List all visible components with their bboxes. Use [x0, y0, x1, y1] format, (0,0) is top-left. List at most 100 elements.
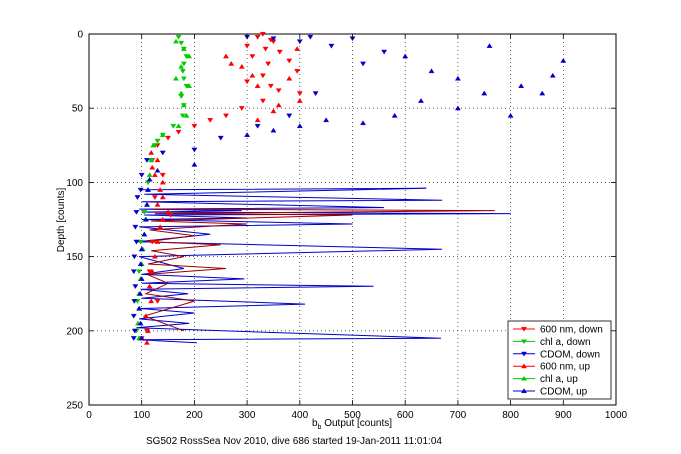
legend-label: chl a, down — [540, 337, 591, 348]
data-point — [560, 57, 567, 63]
data-point — [132, 224, 139, 230]
data-points — [130, 31, 567, 345]
data-point — [381, 49, 388, 55]
data-point — [138, 246, 145, 252]
data-point — [133, 210, 140, 215]
y-tick-label: 250 — [66, 401, 83, 412]
profile-line — [142, 208, 495, 332]
data-point — [270, 36, 277, 42]
data-point — [157, 224, 164, 229]
data-point — [223, 113, 229, 119]
y-tick-label: 150 — [66, 252, 83, 263]
data-point — [154, 167, 161, 173]
legend-marker — [521, 351, 527, 357]
legend-marker — [521, 339, 527, 345]
data-point — [154, 239, 161, 244]
data-point — [270, 127, 277, 133]
data-point — [179, 69, 186, 74]
x-tick-label: 700 — [450, 410, 467, 421]
x-tick-label: 200 — [186, 410, 203, 421]
data-point — [286, 113, 293, 119]
data-point — [294, 69, 301, 74]
data-point — [159, 194, 166, 200]
data-point — [134, 195, 141, 200]
data-point — [144, 339, 150, 345]
series-cdom-up — [136, 43, 567, 341]
data-point — [360, 61, 367, 67]
data-point — [141, 210, 148, 215]
data-point — [130, 336, 137, 341]
data-point — [149, 268, 156, 274]
data-point — [454, 105, 461, 111]
data-point — [137, 239, 144, 245]
data-point — [223, 53, 229, 59]
data-point — [296, 39, 303, 45]
legend-marker — [521, 363, 527, 369]
data-point — [294, 46, 301, 51]
data-point — [136, 269, 143, 275]
profile-lines — [136, 187, 511, 344]
data-point — [154, 201, 161, 207]
data-point — [238, 106, 245, 111]
y-tick-label: 100 — [66, 178, 83, 189]
data-point — [138, 172, 145, 178]
data-point — [275, 88, 282, 94]
y-axis-label: Depth [counts] — [56, 188, 67, 253]
data-point — [454, 75, 461, 81]
data-point — [286, 58, 293, 64]
data-point — [167, 213, 174, 218]
series-cdom-down — [130, 34, 388, 341]
x-tick-label: 0 — [86, 410, 92, 421]
data-point — [146, 283, 153, 289]
legend-label: chl a, up — [540, 374, 578, 385]
data-point — [183, 112, 190, 118]
y-tick-label: 200 — [66, 326, 83, 337]
data-point — [142, 216, 149, 222]
data-point — [254, 117, 261, 123]
data-point — [133, 239, 140, 245]
data-point — [391, 112, 398, 118]
data-point — [137, 320, 144, 326]
series-600-nm-up — [142, 46, 303, 345]
data-point — [276, 49, 283, 55]
data-point — [207, 118, 214, 123]
data-point — [137, 290, 144, 296]
data-point — [507, 112, 514, 118]
data-point — [254, 123, 261, 129]
legend-marker — [521, 375, 527, 381]
series-600-nm-down — [138, 31, 303, 341]
data-point — [323, 117, 330, 123]
x-axis-label: bb Output [counts] — [312, 418, 392, 431]
data-point — [172, 75, 179, 81]
x-tick-label: 500 — [344, 410, 361, 421]
data-point — [178, 40, 185, 46]
data-point — [186, 53, 193, 59]
x-tick-label: 600 — [397, 410, 414, 421]
x-axis-label-sub: b — [318, 424, 322, 431]
data-point — [149, 239, 156, 245]
data-point — [151, 253, 158, 259]
data-point — [131, 328, 138, 334]
data-point — [360, 120, 367, 126]
data-point — [132, 284, 139, 289]
data-point — [180, 102, 187, 108]
data-point — [148, 298, 155, 304]
data-point — [130, 269, 137, 275]
data-point — [259, 31, 266, 37]
data-point — [312, 91, 319, 97]
data-point — [131, 299, 138, 304]
data-point — [296, 123, 303, 129]
data-point — [165, 209, 172, 215]
data-point — [175, 129, 182, 135]
data-point — [136, 305, 143, 311]
data-point — [254, 34, 261, 40]
data-point — [296, 98, 303, 103]
data-point — [144, 201, 150, 207]
data-point — [481, 90, 488, 96]
legend-label: CDOM, down — [540, 349, 600, 360]
data-point — [275, 102, 282, 108]
data-point — [159, 216, 166, 222]
data-point — [137, 261, 144, 267]
data-point — [262, 46, 269, 52]
